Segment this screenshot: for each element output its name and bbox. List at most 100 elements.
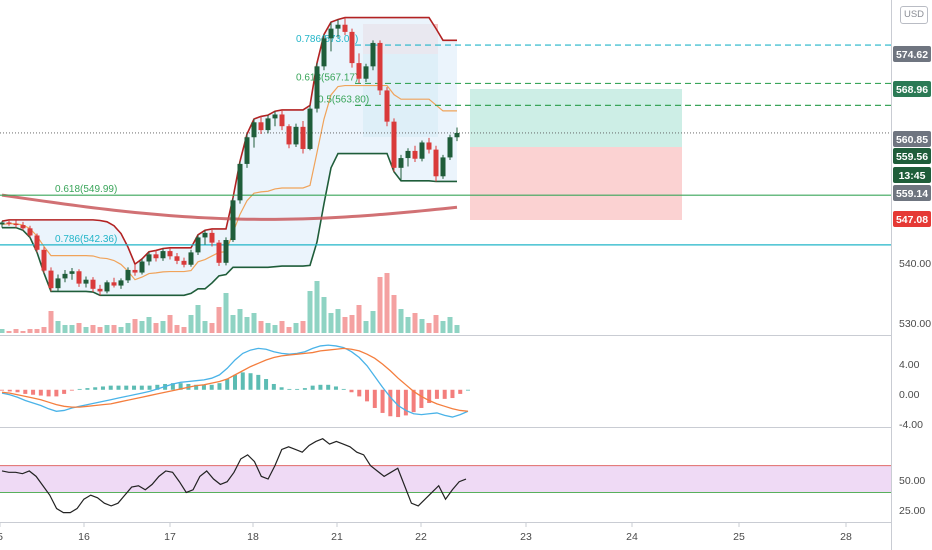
volume-bar — [153, 323, 159, 333]
candle-body — [349, 31, 355, 64]
time-tick-label: 5 — [0, 531, 3, 543]
macd-histogram-bar — [295, 388, 300, 390]
macd-histogram-bar — [225, 379, 230, 390]
macd-histogram-bar — [442, 389, 447, 399]
volume-bar — [426, 323, 432, 333]
channel-upper — [1, 16, 457, 266]
volume-bar — [97, 327, 103, 333]
candle-body — [237, 163, 243, 201]
time-tick-label: 28 — [840, 531, 852, 543]
macd-histogram-bar — [380, 389, 385, 413]
volume-bar — [202, 321, 208, 333]
price-axis[interactable]: 540.00 530.00 4.00 0.00 -4.00 50.00 25.00 — [899, 258, 931, 517]
price-tag: 13:45 — [893, 167, 931, 183]
macd-histogram-bar — [333, 386, 338, 390]
price-tag-text: 560.85 — [896, 134, 928, 146]
macd-histogram-bar — [271, 383, 276, 390]
volume-bar — [0, 329, 5, 333]
macd-histogram-bar — [388, 389, 393, 417]
candle-body — [454, 132, 460, 138]
volume-bar — [349, 315, 355, 333]
candle-body — [69, 271, 75, 274]
macd-histogram-bar — [85, 388, 90, 390]
candle-body — [272, 114, 278, 119]
price-tag-text: 568.96 — [896, 84, 928, 96]
target-zone — [470, 89, 682, 147]
macd-tick-label: 4.00 — [899, 359, 920, 371]
time-tick-label: 25 — [733, 531, 745, 543]
candle-body — [202, 232, 208, 238]
volume-bar — [41, 327, 47, 333]
volume-bar — [209, 323, 215, 333]
candle-body — [209, 232, 215, 243]
macd-histogram-bar — [427, 389, 432, 404]
rsi-tick-label: 50.00 — [899, 475, 925, 487]
volume-bar — [132, 319, 138, 333]
macd-histogram-bar — [209, 384, 214, 390]
macd-histogram-bar — [194, 384, 199, 390]
macd-histogram-bar — [201, 384, 206, 390]
volume-bar — [13, 329, 19, 333]
candle-body — [412, 150, 418, 159]
candle-body — [398, 158, 404, 168]
price-tags: 574.62 568.96 560.85 559.56 13:45 559.14 547.0… — [893, 46, 931, 227]
macd-histogram-bar — [23, 389, 28, 394]
macd-line — [1, 344, 469, 418]
volume-bar — [363, 321, 369, 333]
macd-histogram-bar — [147, 385, 152, 390]
macd-histogram-bar — [310, 385, 315, 390]
macd-histogram-bar — [77, 388, 82, 390]
volume-bar — [412, 313, 418, 333]
macd-histogram-bar — [124, 385, 129, 390]
macd-histogram-bar — [349, 389, 354, 393]
volume-bar — [174, 325, 180, 333]
fib-label: 0.786(573.07) — [296, 34, 358, 45]
volume-bar — [454, 325, 460, 333]
volume-bar — [293, 323, 299, 333]
candle-body — [48, 270, 54, 289]
candle-body — [41, 249, 47, 271]
rsi-tick-label: 25.00 — [899, 505, 925, 517]
candle-body — [83, 279, 89, 284]
candle-body — [440, 157, 446, 177]
volume-bar — [440, 321, 446, 333]
macd-histogram-bar — [458, 389, 463, 394]
candle-body — [0, 222, 5, 225]
rsi-pane[interactable] — [0, 438, 891, 514]
volume-bar — [55, 321, 61, 333]
macd-histogram-bar — [38, 389, 43, 396]
slow-moving-average — [1, 193, 458, 221]
macd-histogram-bar — [264, 379, 269, 390]
macd-histogram-bar — [434, 389, 439, 399]
macd-histogram-bar — [69, 389, 74, 391]
volume-bar — [370, 311, 376, 333]
candle-body — [377, 42, 383, 91]
volume-bar — [300, 321, 306, 333]
price-tag: 559.14 — [893, 185, 931, 201]
candlesticks — [0, 17, 460, 296]
macd-pane[interactable] — [0, 344, 470, 418]
candle-body — [230, 200, 236, 241]
candle-body — [62, 273, 68, 279]
macd-histogram-bar — [411, 389, 416, 413]
candle-body — [153, 254, 159, 259]
volume-bar — [76, 323, 82, 333]
macd-histogram-bar — [287, 388, 292, 390]
price-tag-bg — [893, 131, 931, 147]
volume-bar — [195, 305, 201, 333]
volume-bar — [286, 327, 292, 333]
macd-tick-label: 0.00 — [899, 389, 920, 401]
candle-body — [293, 126, 299, 145]
candle-body — [139, 261, 145, 273]
volume-bar — [48, 311, 54, 333]
candle-body — [104, 282, 110, 292]
price-tag-bg — [893, 185, 931, 201]
macd-histogram-bar — [178, 383, 183, 390]
currency-button[interactable]: USD — [900, 6, 928, 24]
candle-body — [307, 108, 313, 149]
time-axis[interactable]: 5 16 17 18 21 22 23 24 25 28 — [0, 522, 852, 543]
time-tick-label: 23 — [520, 531, 532, 543]
macd-histogram-bar — [326, 384, 331, 390]
candle-body — [160, 251, 166, 259]
candle-body — [363, 66, 369, 79]
